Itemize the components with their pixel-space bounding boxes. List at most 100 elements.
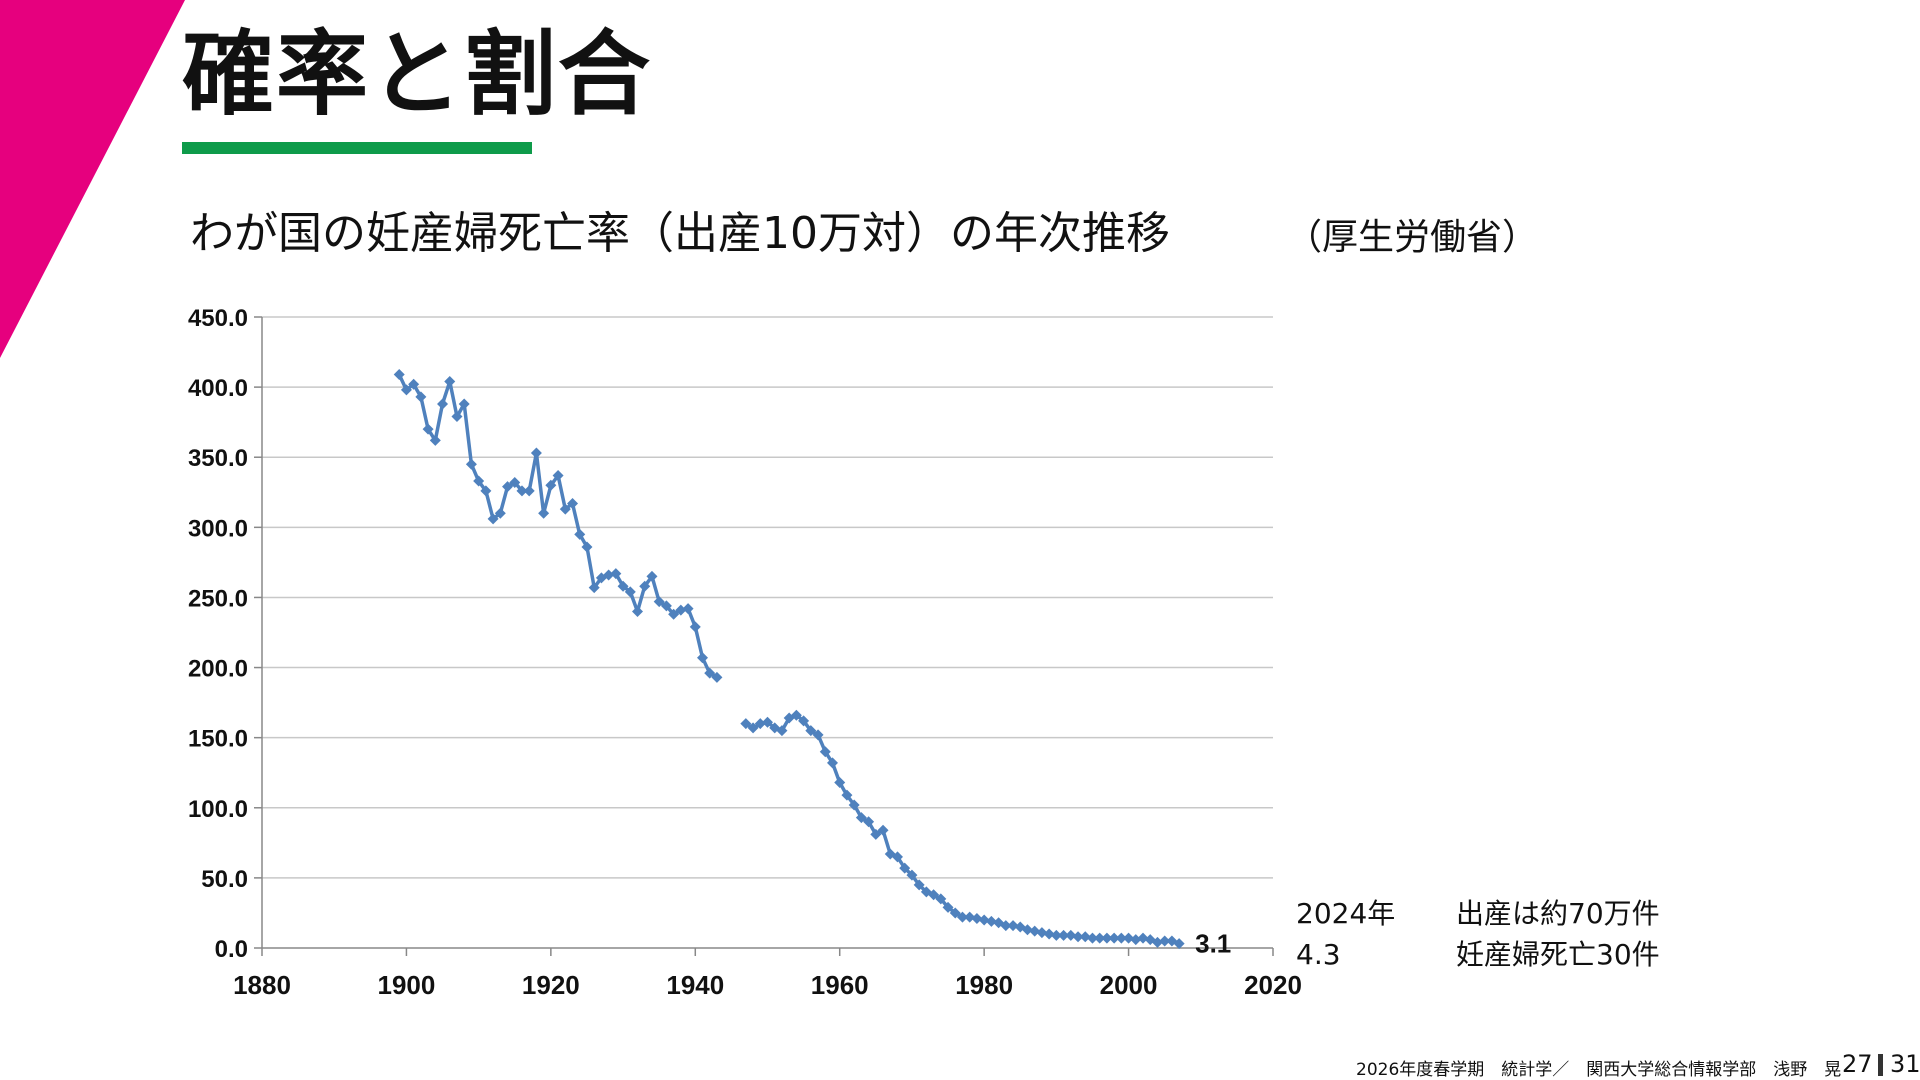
- data-point: [956, 911, 968, 923]
- page-number-current: 27: [1842, 1050, 1873, 1078]
- data-point: [1086, 932, 1098, 944]
- data-point: [451, 411, 463, 423]
- data-point: [1065, 929, 1077, 941]
- data-point: [502, 481, 514, 493]
- data-point: [545, 479, 557, 491]
- x-tick-label: 1900: [378, 970, 436, 1000]
- x-tick-label: 1880: [233, 970, 291, 1000]
- data-point: [1058, 929, 1070, 941]
- y-tick-label: 300.0: [188, 515, 248, 542]
- data-point: [1072, 931, 1084, 943]
- page-number-total: 31: [1890, 1050, 1920, 1078]
- data-point: [834, 777, 846, 789]
- y-tick-label: 250.0: [188, 585, 248, 612]
- y-tick-label: 450.0: [188, 305, 248, 332]
- title-underline: [182, 142, 532, 154]
- data-point: [863, 816, 875, 828]
- data-point: [790, 709, 802, 721]
- corner-accent-shape: [0, 0, 185, 358]
- data-point: [1115, 932, 1127, 944]
- data-point: [675, 604, 687, 616]
- data-point: [841, 789, 853, 801]
- data-point: [509, 476, 521, 488]
- data-point: [1130, 934, 1142, 946]
- data-point: [480, 485, 492, 497]
- footer-course-info: 2026年度春学期 統計学／ 関西大学総合情報学部 浅野 晃: [1356, 1060, 1842, 1080]
- chart-source: （厚生労働省）: [1286, 217, 1539, 258]
- data-point: [1036, 927, 1048, 939]
- data-point: [899, 862, 911, 874]
- data-point: [458, 398, 470, 410]
- data-point: [639, 580, 651, 592]
- x-tick-label: 2020: [1244, 970, 1302, 1000]
- chart-series: [393, 368, 1185, 950]
- data-point: [567, 497, 579, 509]
- series-line-1: [397, 373, 718, 679]
- data-point: [855, 812, 867, 824]
- data-point: [964, 911, 976, 923]
- data-point: [1108, 932, 1120, 944]
- data-point: [704, 667, 716, 679]
- data-point: [697, 652, 709, 664]
- data-point: [1021, 924, 1033, 936]
- page-number-divider: [1878, 1054, 1883, 1076]
- y-tick-label: 400.0: [188, 375, 248, 402]
- data-point: [711, 671, 723, 683]
- data-point: [1173, 938, 1185, 950]
- data-point: [812, 729, 824, 741]
- data-point: [1000, 920, 1012, 932]
- data-point: [1094, 932, 1106, 944]
- data-point: [1101, 932, 1113, 944]
- data-point: [487, 513, 499, 525]
- data-label-last-value: 3.1: [1195, 929, 1231, 959]
- data-point: [588, 582, 600, 594]
- x-tick-label: 2000: [1100, 970, 1158, 1000]
- data-point: [603, 569, 615, 581]
- data-point: [870, 828, 882, 840]
- data-point: [408, 378, 420, 390]
- data-point: [1050, 929, 1062, 941]
- data-point: [574, 528, 586, 540]
- data-point: [1043, 928, 1055, 940]
- x-tick-label: 1920: [522, 970, 580, 1000]
- pink-corner-triangle: [0, 0, 185, 358]
- data-point: [444, 376, 456, 388]
- data-point: [928, 889, 940, 901]
- data-point: [668, 608, 680, 620]
- data-point: [906, 869, 918, 881]
- data-point: [530, 447, 542, 459]
- data-point: [877, 824, 889, 836]
- data-point: [393, 368, 405, 380]
- data-point: [1159, 935, 1171, 947]
- data-point: [660, 600, 672, 612]
- data-point: [740, 718, 752, 730]
- data-point: [1151, 936, 1163, 948]
- data-point: [437, 398, 449, 410]
- y-tick-label: 200.0: [188, 656, 248, 683]
- data-point: [826, 757, 838, 769]
- data-point: [754, 718, 766, 730]
- data-point: [1123, 932, 1135, 944]
- data-point: [559, 503, 571, 515]
- data-point: [538, 507, 550, 519]
- data-point: [1007, 920, 1019, 932]
- chart-axes: 0.0 50.0 100.0 150.0 200.0 250.0 300.0 350.0 400…: [188, 305, 1302, 1000]
- data-point: [1137, 932, 1149, 944]
- data-point: [552, 469, 564, 481]
- page-title: 確率と割合: [182, 21, 653, 128]
- data-point: [646, 570, 658, 582]
- chart-title: わが国の妊産婦死亡率（出産10万対）の年次推移: [190, 208, 1170, 259]
- chart-gridlines: [262, 316, 1273, 879]
- data-point: [581, 541, 593, 553]
- data-point: [632, 605, 644, 617]
- note-year: 2024年: [1296, 897, 1396, 930]
- note-deaths: 妊産婦死亡30件: [1456, 938, 1660, 971]
- data-point: [747, 722, 759, 734]
- data-point: [617, 580, 629, 592]
- y-tick-label: 350.0: [188, 445, 248, 472]
- y-tick-label: 0.0: [215, 936, 248, 963]
- data-point: [971, 913, 983, 925]
- chart-labels: 3.1: [1195, 929, 1231, 959]
- data-point: [523, 485, 535, 497]
